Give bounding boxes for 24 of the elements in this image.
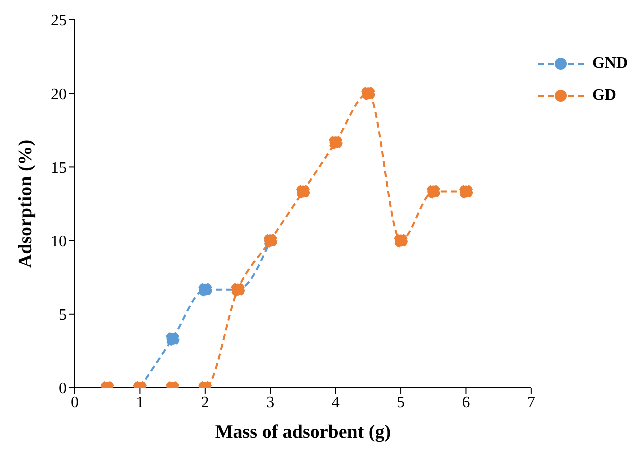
point bbox=[296, 184, 310, 199]
y-tick-label: 10 bbox=[51, 233, 67, 250]
x-axis-title: Mass of adsorbent (g) bbox=[215, 422, 392, 443]
x-tick-label: 2 bbox=[201, 394, 210, 412]
legend-label: GD bbox=[592, 87, 616, 105]
y-tick-label: 0 bbox=[59, 380, 67, 398]
point bbox=[394, 234, 408, 248]
point bbox=[426, 184, 441, 199]
y-tick-label: 20 bbox=[51, 86, 67, 104]
y-axis-title: Adsorption (%) bbox=[16, 140, 37, 268]
x-tick-label: 0 bbox=[71, 394, 79, 412]
x-tick-label: 4 bbox=[332, 394, 340, 412]
y-tick-label: 25 bbox=[51, 12, 67, 30]
y-tick-label: 5 bbox=[59, 307, 67, 324]
x-tick-label: 3 bbox=[266, 394, 275, 412]
x-tick-label: 1 bbox=[136, 394, 144, 412]
point bbox=[361, 86, 376, 101]
x-tick-label: 5 bbox=[397, 394, 406, 412]
legend-label: GND bbox=[592, 55, 628, 73]
y-tick-label: 15 bbox=[51, 160, 67, 177]
x-tick-label: 6 bbox=[462, 394, 470, 412]
x-tick-label: 7 bbox=[527, 394, 536, 412]
point bbox=[459, 184, 474, 199]
point bbox=[328, 136, 343, 150]
